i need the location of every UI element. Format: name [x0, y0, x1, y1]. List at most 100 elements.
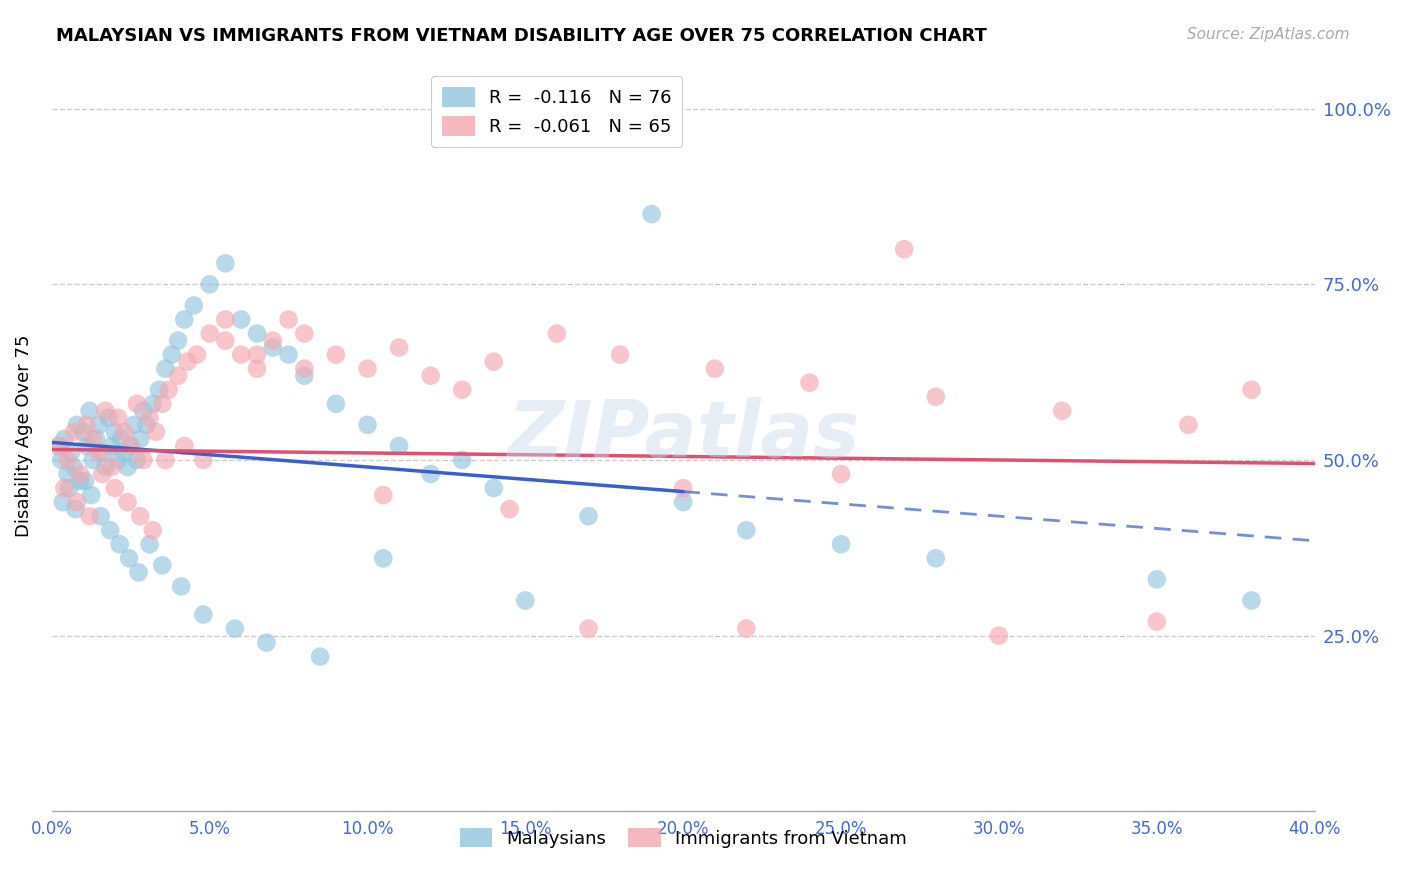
Point: [117, 495, 139, 509]
Point: [76, 439, 98, 453]
Point: [262, 334, 284, 348]
Point: [80, 488, 103, 502]
Point: [73, 474, 96, 488]
Point: [167, 334, 190, 348]
Point: [246, 326, 269, 341]
Point: [262, 341, 284, 355]
Point: [100, 460, 122, 475]
Point: [325, 348, 347, 362]
Point: [893, 242, 915, 256]
Point: [193, 453, 215, 467]
Point: [157, 383, 180, 397]
Point: [98, 523, 121, 537]
Point: [246, 361, 269, 376]
Point: [246, 348, 269, 362]
Point: [214, 256, 236, 270]
Point: [198, 326, 221, 341]
Point: [52, 495, 75, 509]
Point: [59, 446, 82, 460]
Point: [170, 579, 193, 593]
Point: [142, 397, 165, 411]
Point: [373, 551, 395, 566]
Point: [118, 551, 141, 566]
Point: [419, 467, 441, 481]
Point: [120, 439, 142, 453]
Point: [925, 551, 948, 566]
Point: [58, 481, 80, 495]
Point: [198, 277, 221, 292]
Point: [925, 390, 948, 404]
Point: [150, 397, 173, 411]
Point: [451, 383, 474, 397]
Point: [145, 425, 167, 439]
Legend: Malaysians, Immigrants from Vietnam: Malaysians, Immigrants from Vietnam: [453, 821, 914, 855]
Point: [51, 453, 73, 467]
Point: [325, 397, 347, 411]
Point: [132, 404, 155, 418]
Point: [112, 446, 135, 460]
Point: [703, 361, 725, 376]
Point: [142, 523, 165, 537]
Point: [578, 622, 600, 636]
Point: [1050, 404, 1073, 418]
Point: [256, 635, 278, 649]
Point: [56, 467, 79, 481]
Point: [515, 593, 537, 607]
Point: [578, 509, 600, 524]
Point: [356, 417, 378, 432]
Point: [82, 432, 104, 446]
Point: [128, 566, 150, 580]
Text: Source: ZipAtlas.com: Source: ZipAtlas.com: [1187, 27, 1350, 42]
Point: [56, 453, 79, 467]
Point: [94, 460, 117, 475]
Point: [79, 509, 101, 524]
Point: [451, 453, 474, 467]
Point: [987, 629, 1010, 643]
Point: [388, 341, 411, 355]
Point: [87, 417, 110, 432]
Point: [91, 467, 114, 481]
Point: [672, 495, 695, 509]
Point: [125, 397, 148, 411]
Point: [87, 446, 110, 460]
Point: [79, 404, 101, 418]
Point: [292, 326, 315, 341]
Point: [129, 509, 152, 524]
Point: [735, 523, 758, 537]
Point: [419, 368, 441, 383]
Point: [100, 439, 122, 453]
Point: [173, 439, 195, 453]
Point: [231, 312, 253, 326]
Point: [107, 453, 129, 467]
Point: [799, 376, 821, 390]
Point: [176, 354, 198, 368]
Point: [160, 348, 183, 362]
Point: [107, 410, 129, 425]
Point: [63, 425, 86, 439]
Point: [193, 607, 215, 622]
Point: [1240, 383, 1263, 397]
Point: [277, 348, 299, 362]
Point: [672, 481, 695, 495]
Point: [183, 298, 205, 312]
Point: [277, 312, 299, 326]
Point: [482, 481, 505, 495]
Point: [46, 439, 69, 453]
Point: [150, 558, 173, 573]
Point: [214, 334, 236, 348]
Point: [72, 425, 94, 439]
Point: [53, 432, 76, 446]
Point: [117, 460, 139, 475]
Point: [640, 207, 662, 221]
Point: [735, 622, 758, 636]
Point: [94, 404, 117, 418]
Point: [97, 410, 120, 425]
Point: [373, 488, 395, 502]
Point: [1177, 417, 1199, 432]
Point: [186, 348, 208, 362]
Point: [1146, 573, 1168, 587]
Point: [65, 502, 87, 516]
Point: [122, 417, 145, 432]
Point: [129, 432, 152, 446]
Point: [112, 425, 135, 439]
